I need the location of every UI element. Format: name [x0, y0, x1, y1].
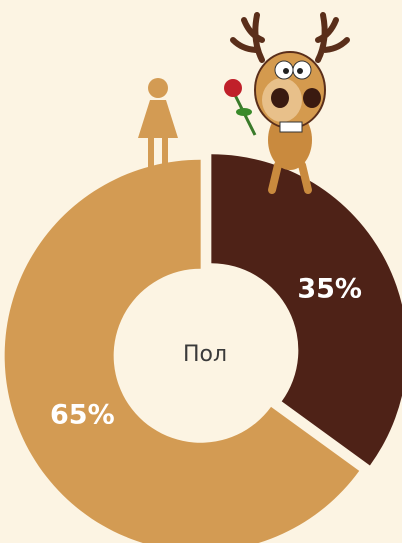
slices	[4, 154, 402, 543]
moose-illustration	[224, 12, 350, 194]
value-label: 65%	[50, 400, 115, 431]
center-label: Пол	[183, 342, 227, 367]
donut-slice	[4, 159, 360, 543]
value-label: 35%	[297, 273, 362, 304]
female-icon	[138, 78, 178, 170]
donut-slice	[211, 154, 402, 466]
